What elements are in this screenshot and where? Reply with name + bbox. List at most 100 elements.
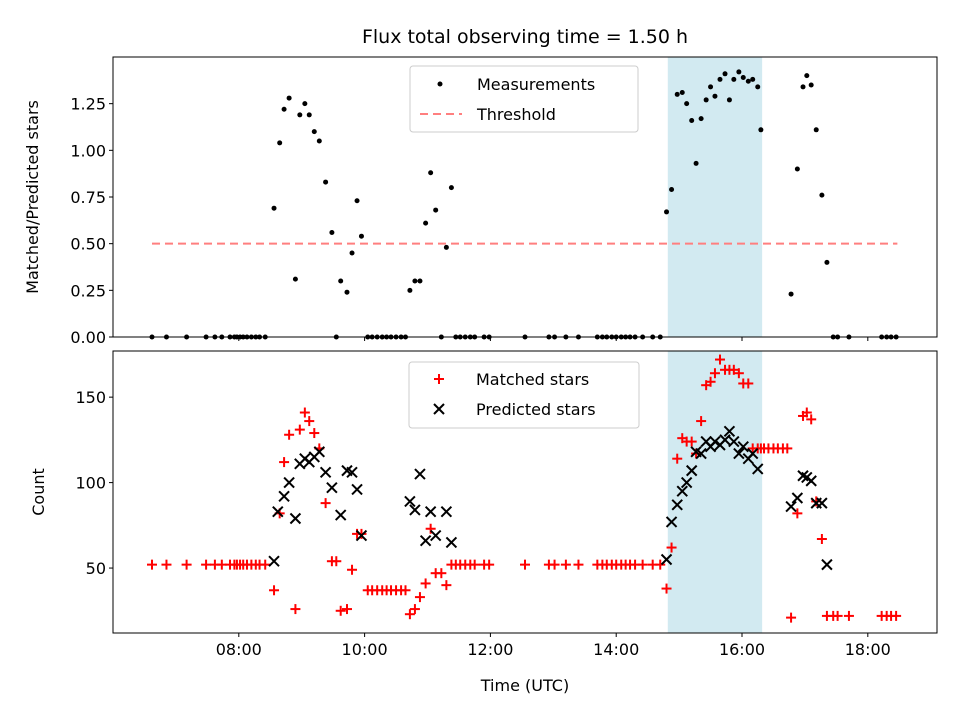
measurement-point xyxy=(423,220,429,226)
predicted-star-point xyxy=(440,505,453,518)
measurement-point xyxy=(824,259,830,265)
measurement-point xyxy=(689,117,695,123)
x-axis-label: Time (UTC) xyxy=(480,676,569,695)
predicted-star-point xyxy=(419,535,432,547)
predicted-star-point xyxy=(272,505,284,518)
predicted-star-point xyxy=(671,499,683,511)
matched-stars-points xyxy=(146,354,902,623)
y-tick-label: 0.50 xyxy=(70,235,106,254)
predicted-star-point xyxy=(289,512,302,525)
matched-star-point xyxy=(425,523,436,534)
matched-star-point xyxy=(404,609,415,620)
measurement-point xyxy=(804,73,810,79)
x-tick-label: 14:00 xyxy=(593,640,639,659)
matched-star-point xyxy=(801,407,812,418)
measurement-point xyxy=(354,198,360,204)
predicted-star-point xyxy=(424,505,437,518)
measurement-point xyxy=(323,179,329,185)
measurement-point xyxy=(740,75,746,81)
measurement-point xyxy=(684,101,690,107)
y-ticks-top: 0.00 0.25 0.50 0.75 1.00 1.25 xyxy=(70,95,113,347)
predicted-star-point xyxy=(785,500,797,513)
matched-star-point xyxy=(792,508,803,519)
y-tick-label: 1.25 xyxy=(70,95,106,114)
legend-x-marker xyxy=(433,403,445,415)
predicted-star-point xyxy=(821,558,833,571)
measurement-point xyxy=(664,209,670,215)
matched-star-point xyxy=(696,416,707,427)
predicted-star-point xyxy=(752,463,764,475)
predicted-star-point xyxy=(404,495,416,508)
matched-star-point xyxy=(181,559,192,570)
measurement-point xyxy=(433,207,439,213)
predicted-star-point xyxy=(737,441,749,453)
predicted-star-point xyxy=(719,434,731,446)
legend-marker-predicted xyxy=(433,403,445,415)
measurement-point xyxy=(745,78,751,84)
predicted-star-point xyxy=(680,476,693,489)
measurement-point xyxy=(708,84,714,90)
matched-star-point xyxy=(549,559,560,570)
matched-star-point xyxy=(714,354,725,365)
measurement-point xyxy=(329,229,335,235)
measurement-point xyxy=(819,192,825,198)
measurement-point xyxy=(297,112,303,118)
measurement-point xyxy=(407,287,413,293)
matched-star-point xyxy=(843,610,854,621)
matched-star-point xyxy=(709,368,720,379)
chart-title: Flux total observing time = 1.50 h xyxy=(362,26,688,48)
matched-star-point xyxy=(782,443,793,454)
matched-star-point xyxy=(733,368,744,379)
predicted-star-point xyxy=(746,447,759,460)
measurement-point xyxy=(755,84,761,90)
predicted-star-point xyxy=(723,425,736,438)
measurement-point xyxy=(277,140,283,146)
x-ticks-top xyxy=(238,337,869,341)
measurement-point xyxy=(788,291,794,297)
matched-star-point xyxy=(672,453,683,464)
x-tick-label: 10:00 xyxy=(342,640,388,659)
x-tick-label: 12:00 xyxy=(467,640,513,659)
matched-star-point xyxy=(294,424,305,435)
measurement-point xyxy=(311,129,317,135)
legend-box-top xyxy=(409,65,639,133)
predicted-star-point xyxy=(278,490,290,502)
predicted-star-point xyxy=(445,536,458,549)
legend-label-measurements: Measurements xyxy=(477,75,595,94)
matched-star-point xyxy=(728,364,739,375)
matched-star-point xyxy=(691,448,702,459)
matched-star-point xyxy=(705,376,716,387)
measurement-point xyxy=(271,205,277,211)
y-tick-label: 1.00 xyxy=(70,141,106,160)
matched-star-point xyxy=(201,559,212,570)
matched-star-point xyxy=(520,559,530,570)
predicted-star-point xyxy=(313,446,326,458)
measurement-point xyxy=(750,76,756,82)
x-tick-label: 18:00 xyxy=(845,640,891,659)
predicted-star-point xyxy=(685,464,698,477)
matched-star-point xyxy=(420,578,431,589)
matched-star-point xyxy=(655,559,666,570)
measurement-point xyxy=(703,97,709,103)
measurement-point xyxy=(358,233,364,239)
measurement-point xyxy=(316,138,322,144)
predicted-star-point xyxy=(346,466,358,479)
predicted-star-point xyxy=(733,447,745,460)
measurement-point xyxy=(758,127,764,133)
matched-star-point xyxy=(484,559,495,570)
measurement-point xyxy=(693,160,699,166)
predicted-star-point xyxy=(319,466,332,479)
matched-star-point xyxy=(341,604,352,615)
measurement-point xyxy=(731,76,737,82)
predicted-star-point xyxy=(351,483,363,496)
y-tick-label: 0.25 xyxy=(70,281,106,300)
predicted-star-point xyxy=(695,447,707,460)
measurement-point xyxy=(286,95,292,101)
matched-star-point xyxy=(309,428,320,439)
measurement-point xyxy=(669,187,675,193)
legend-top: Measurements Threshold xyxy=(409,65,639,133)
matched-star-point xyxy=(743,378,754,389)
predicted-star-point xyxy=(409,504,421,516)
highlight-span-top xyxy=(667,57,763,337)
